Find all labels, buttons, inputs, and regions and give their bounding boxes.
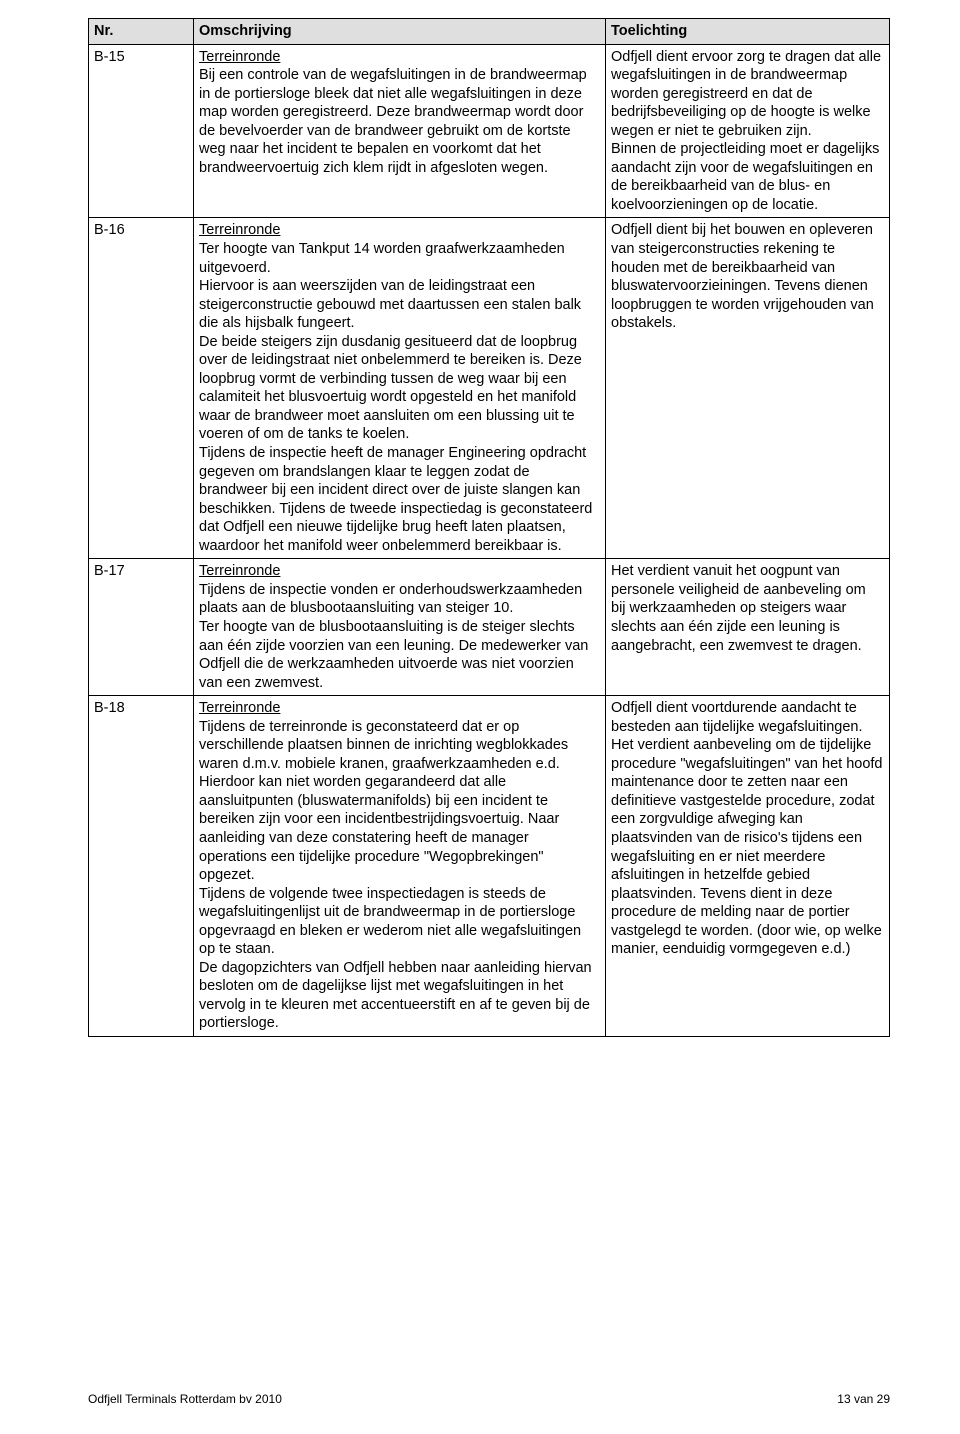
cell-toelichting: Odfjell dient voortdurende aandacht te b… [606,696,890,1037]
footer-left: Odfjell Terminals Rotterdam bv 2010 [88,1392,282,1406]
cell-omschrijving: Terreinronde Ter hoogte van Tankput 14 w… [194,218,606,559]
row-body: Tijdens de inspectie vonden er onderhoud… [199,582,588,691]
row-heading: Terreinronde [199,562,280,581]
page-footer: Odfjell Terminals Rotterdam bv 2010 13 v… [88,1392,890,1406]
row-body: Ter hoogte van Tankput 14 worden graafwe… [199,241,592,554]
row-heading: Terreinronde [199,699,280,718]
header-toelichting: Toelichting [606,19,890,45]
cell-nr: B-17 [89,559,194,696]
cell-nr: B-16 [89,218,194,559]
cell-toelichting: Odfjell dient ervoor zorg te dragen dat … [606,44,890,218]
cell-toelichting: Odfjell dient bij het bouwen en oplevere… [606,218,890,559]
cell-omschrijving: Terreinronde Tijdens de inspectie vonden… [194,559,606,696]
row-body: Bij een controle van de wegafsluitingen … [199,67,587,176]
row-heading: Terreinronde [199,48,280,67]
table-row: B-18 Terreinronde Tijdens de terreinrond… [89,696,890,1037]
table-row: B-16 Terreinronde Ter hoogte van Tankput… [89,218,890,559]
row-body: Tijdens de terreinronde is geconstateerd… [199,719,592,1032]
table-row: B-17 Terreinronde Tijdens de inspectie v… [89,559,890,696]
header-nr: Nr. [89,19,194,45]
table-header-row: Nr. Omschrijving Toelichting [89,19,890,45]
header-omschrijving: Omschrijving [194,19,606,45]
cell-nr: B-15 [89,44,194,218]
cell-toelichting: Het verdient vanuit het oogpunt van pers… [606,559,890,696]
row-heading: Terreinronde [199,221,280,240]
cell-omschrijving: Terreinronde Bij een controle van de weg… [194,44,606,218]
table-row: B-15 Terreinronde Bij een controle van d… [89,44,890,218]
footer-right: 13 van 29 [837,1392,890,1406]
page: Nr. Omschrijving Toelichting B-15 Terrei… [0,0,960,1434]
cell-nr: B-18 [89,696,194,1037]
cell-omschrijving: Terreinronde Tijdens de terreinronde is … [194,696,606,1037]
content-table: Nr. Omschrijving Toelichting B-15 Terrei… [88,18,890,1037]
table-body: B-15 Terreinronde Bij een controle van d… [89,44,890,1036]
